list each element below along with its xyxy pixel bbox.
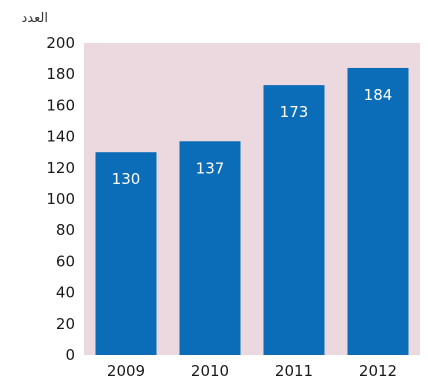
y-tick-label: 100 xyxy=(46,190,75,208)
bar xyxy=(263,85,325,356)
y-tick-label: 20 xyxy=(56,315,75,333)
x-axis-ticks: 2009 2010 2011 2012 xyxy=(107,362,397,380)
bar-value-label: 173 xyxy=(280,103,309,121)
y-tick-label: 200 xyxy=(46,34,75,52)
bar-value-label: 184 xyxy=(364,86,393,104)
y-axis-ticks: 0 20 40 60 80 100 120 140 160 180 200 xyxy=(46,34,75,364)
y-tick-label: 160 xyxy=(46,96,75,114)
bar-value-label: 130 xyxy=(112,170,141,188)
y-axis-label: العدد xyxy=(22,11,48,26)
y-tick-label: 80 xyxy=(56,221,75,239)
y-tick-label: 180 xyxy=(46,65,75,83)
bar xyxy=(179,141,241,355)
bar xyxy=(347,67,409,356)
bar-value-labels: 130 137 173 184 xyxy=(112,86,393,188)
bars xyxy=(95,67,409,356)
y-tick-label: 0 xyxy=(65,346,75,364)
y-tick-label: 120 xyxy=(46,159,75,177)
bar-value-label: 137 xyxy=(196,159,225,177)
bar xyxy=(95,152,157,355)
y-tick-label: 40 xyxy=(56,284,75,302)
x-tick-label: 2012 xyxy=(359,362,397,380)
y-tick-label: 60 xyxy=(56,252,75,270)
x-tick-label: 2009 xyxy=(107,362,145,380)
x-tick-label: 2010 xyxy=(191,362,229,380)
x-tick-label: 2011 xyxy=(275,362,313,380)
y-tick-label: 140 xyxy=(46,128,75,146)
